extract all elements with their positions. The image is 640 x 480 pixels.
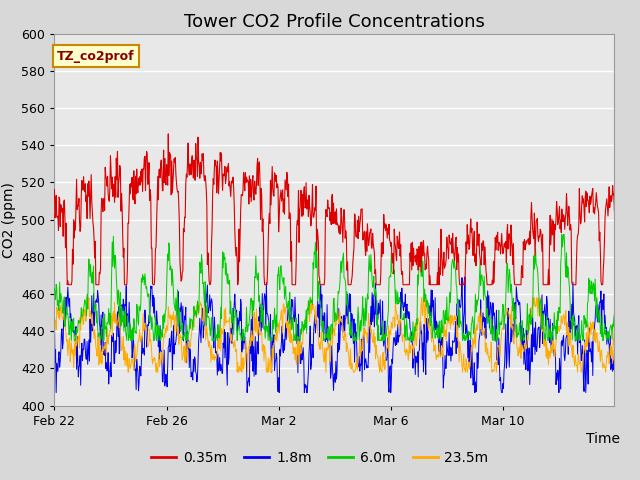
X-axis label: Time: Time — [586, 432, 620, 445]
Title: Tower CO2 Profile Concentrations: Tower CO2 Profile Concentrations — [184, 12, 485, 31]
Text: TZ_co2prof: TZ_co2prof — [57, 49, 135, 62]
Legend: 0.35m, 1.8m, 6.0m, 23.5m: 0.35m, 1.8m, 6.0m, 23.5m — [146, 445, 494, 471]
Y-axis label: CO2 (ppm): CO2 (ppm) — [2, 181, 16, 258]
